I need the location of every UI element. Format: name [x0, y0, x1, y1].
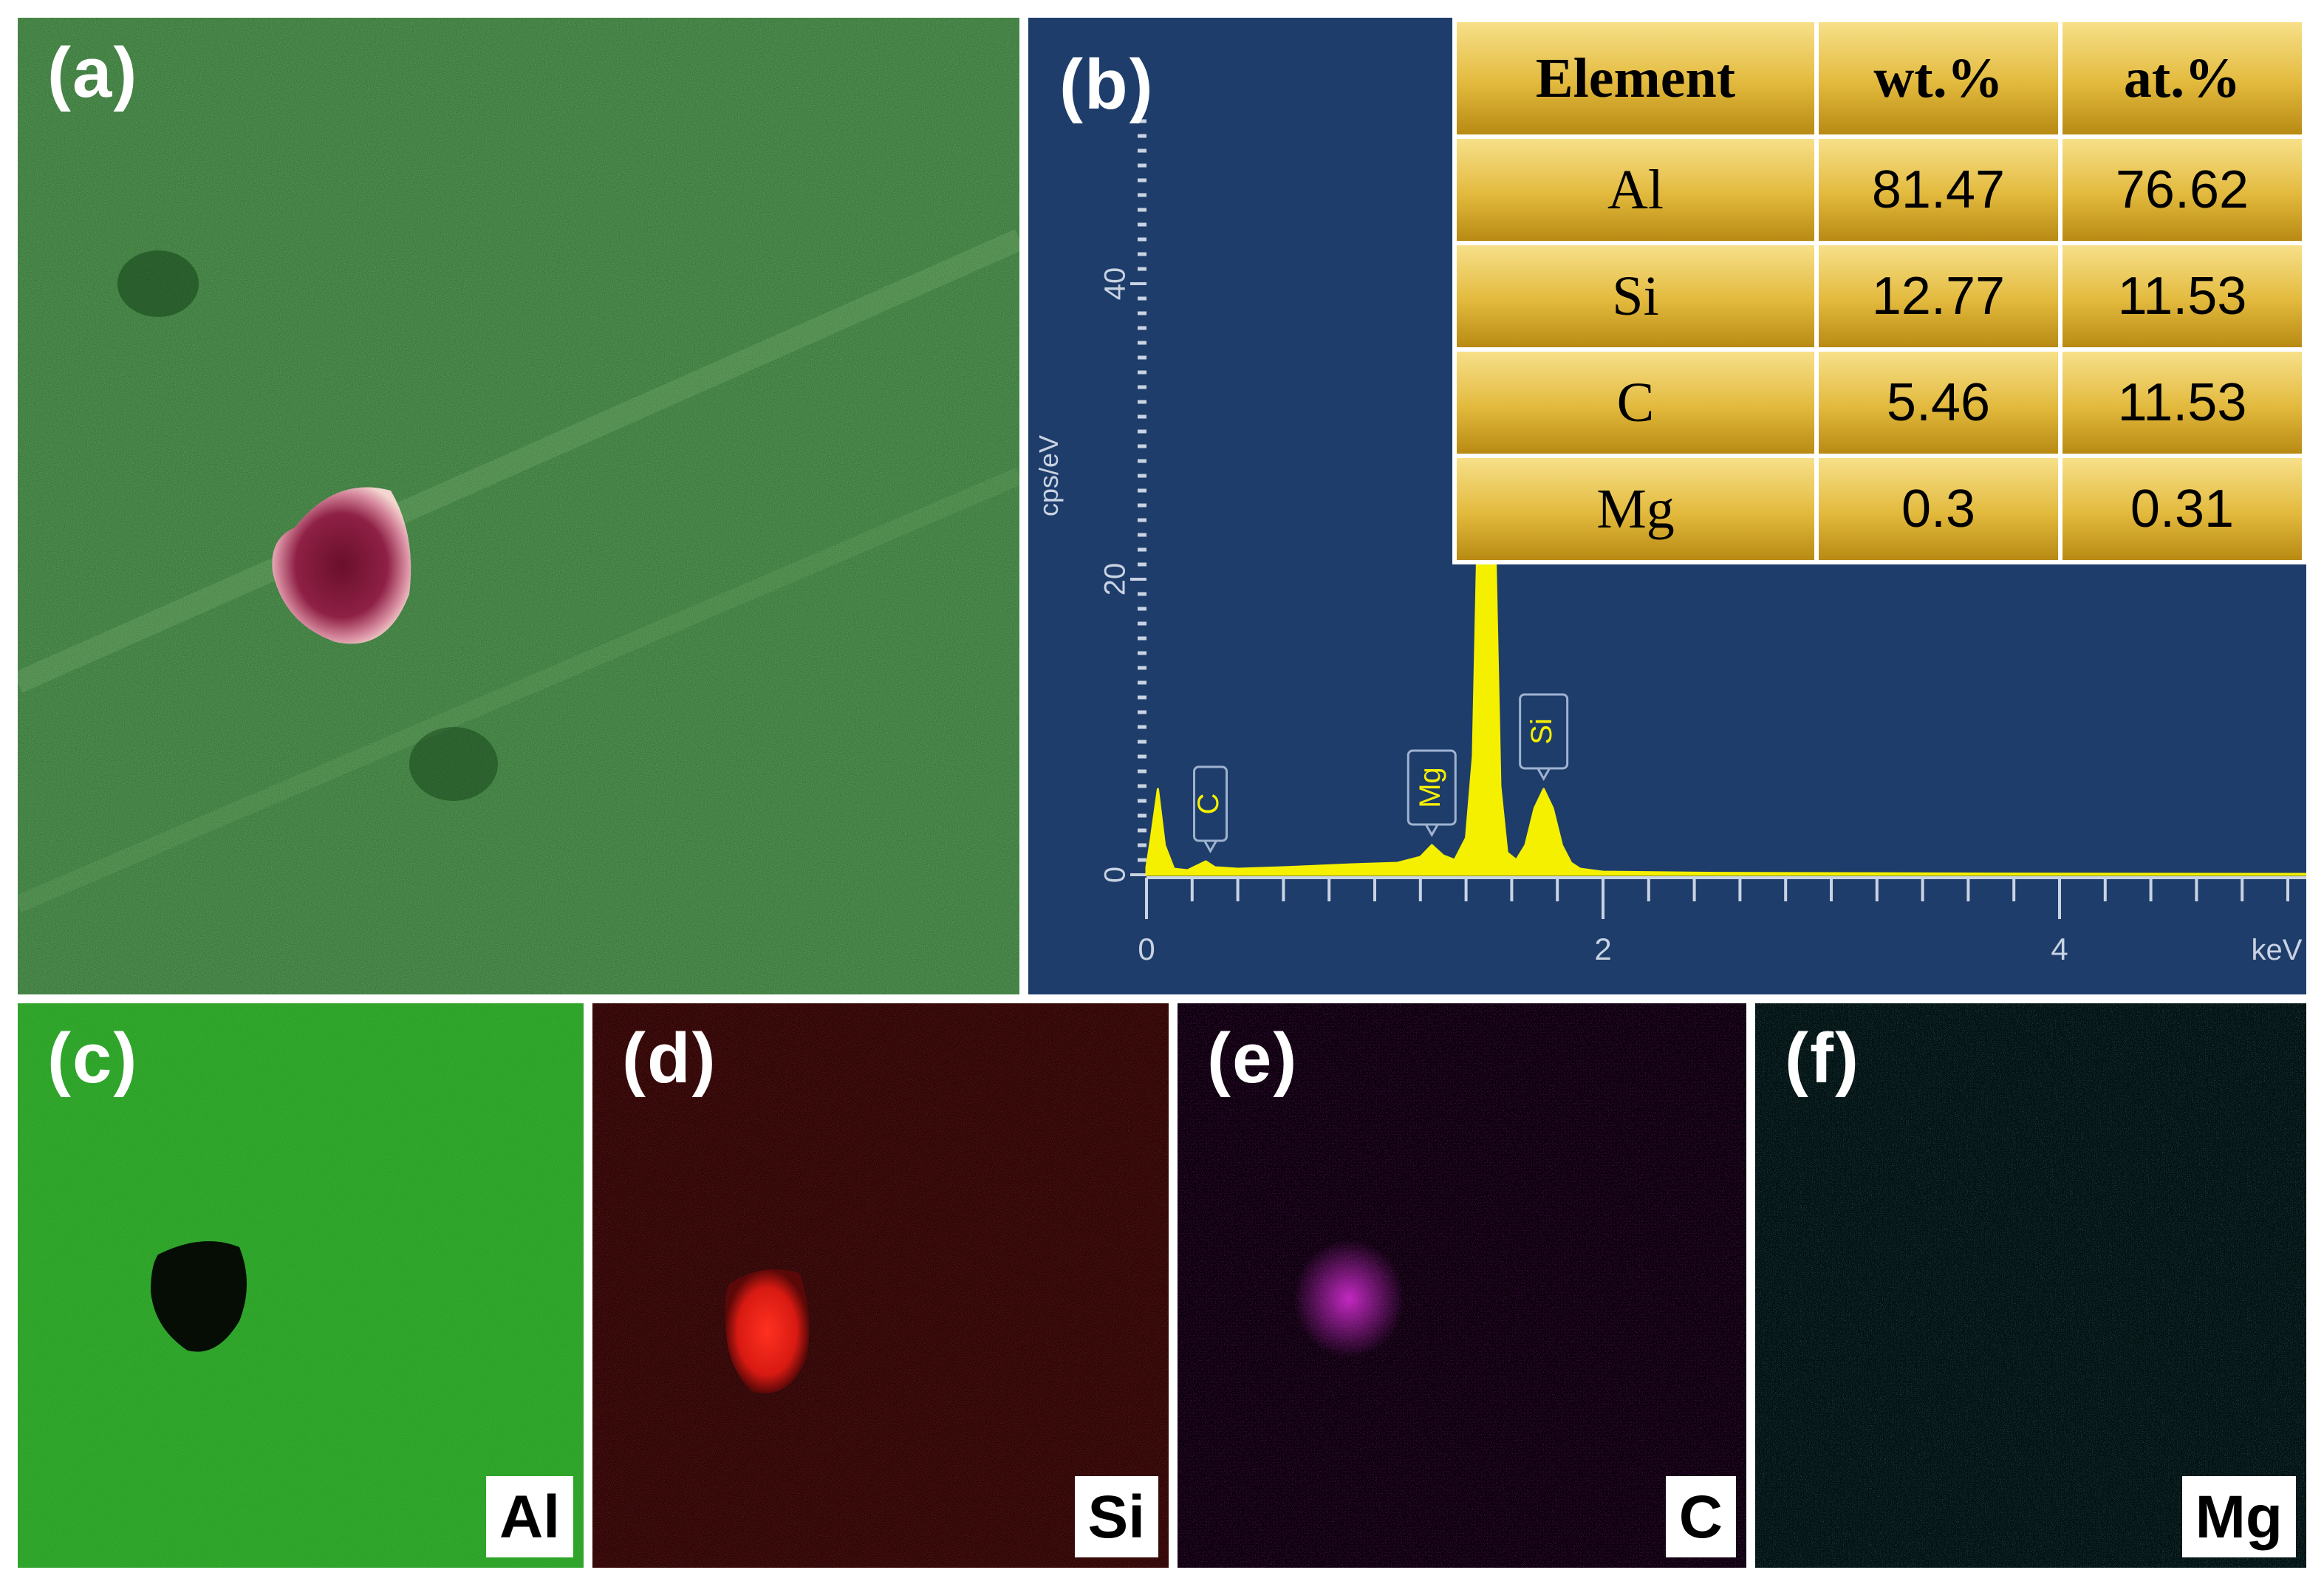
si-map-image — [592, 1003, 1169, 1568]
element-tag-mg: Mg — [2181, 1476, 2296, 1557]
cell-at: 0.31 — [2062, 458, 2302, 560]
table-row: Si 12.77 11.53 — [1457, 245, 2302, 347]
peak-label-si: Si — [1519, 693, 1569, 782]
table-row: Mg 0.3 0.31 — [1457, 458, 2302, 560]
peak-label-box — [1193, 765, 1228, 842]
peak-label-pointer — [1203, 840, 1217, 854]
peak-label-mg: Mg — [1407, 749, 1457, 838]
cell-at: 76.62 — [2062, 139, 2302, 241]
cell-wt: 0.3 — [1818, 458, 2058, 560]
peak-label-c: C — [1192, 765, 1228, 854]
header-at: at.% — [2062, 22, 2302, 134]
peak-label-pointer — [1424, 824, 1439, 838]
y-tick-label: 20 — [1099, 563, 1132, 596]
header-element: Element — [1457, 22, 1814, 134]
particle — [272, 487, 411, 644]
y-tick-label: 40 — [1099, 267, 1132, 301]
sem-overlay-image — [18, 18, 1019, 994]
c-hotspot — [1293, 1240, 1404, 1358]
cell-wt: 5.46 — [1818, 352, 2058, 454]
al-map-panel: (c) Al — [18, 1003, 584, 1568]
mg-map-panel: (f) Mg — [1755, 1003, 2306, 1568]
c-map-panel: (e) C — [1178, 1003, 1746, 1568]
si-map-panel: (d) Si — [592, 1003, 1169, 1568]
cell-element: C — [1457, 352, 1814, 454]
al-map-image — [18, 1003, 584, 1568]
composition-table: Element wt.% at.% Al 81.47 76.62 Si 12.7… — [1452, 18, 2306, 564]
peak-label-text: Si — [1525, 718, 1558, 745]
panel-label-b: (b) — [1059, 45, 1155, 124]
x-tick-label: 2 — [1594, 932, 1611, 966]
particle-shadow — [151, 1241, 247, 1352]
c-map-image — [1178, 1003, 1746, 1568]
cell-wt: 12.77 — [1818, 245, 2058, 347]
panel-label-c: (c) — [47, 1019, 139, 1098]
mg-map-image — [1755, 1003, 2306, 1568]
peak-label-pointer — [1537, 768, 1551, 782]
x-tick-label: 0 — [1138, 932, 1155, 966]
peak-label-text: Mg — [1414, 767, 1446, 808]
sem-overlay-panel: (a) — [18, 18, 1019, 994]
y-axis-label: cps/eV — [1033, 435, 1064, 516]
element-tag-si: Si — [1074, 1476, 1158, 1557]
table-row: C 5.46 11.53 — [1457, 352, 2302, 454]
panel-label-e: (e) — [1207, 1019, 1299, 1098]
element-tag-c: C — [1665, 1476, 1736, 1557]
x-tick-label: 4 — [2051, 932, 2068, 966]
cell-wt: 81.47 — [1818, 139, 2058, 241]
cell-at: 11.53 — [2062, 352, 2302, 454]
si-hotspot — [725, 1269, 810, 1393]
cell-element: Mg — [1457, 458, 1814, 560]
x-axis-label: keV — [2252, 934, 2303, 966]
table-row: Al 81.47 76.62 — [1457, 139, 2302, 241]
header-wt: wt.% — [1818, 22, 2058, 134]
peak-label-box — [1407, 749, 1457, 826]
peak-label-text: C — [1192, 793, 1225, 815]
spectrum-series — [1145, 90, 2306, 876]
cell-at: 11.53 — [2062, 245, 2302, 347]
table-header-row: Element wt.% at.% — [1457, 22, 2302, 134]
cell-element: Si — [1457, 245, 1814, 347]
y-tick-label: 0 — [1099, 867, 1132, 883]
element-tag-al: Al — [486, 1476, 573, 1557]
panel-label-d: (d) — [622, 1019, 717, 1098]
panel-label-a: (a) — [47, 33, 139, 112]
panel-label-f: (f) — [1785, 1019, 1860, 1098]
peak-label-box — [1519, 693, 1569, 770]
cell-element: Al — [1457, 139, 1814, 241]
